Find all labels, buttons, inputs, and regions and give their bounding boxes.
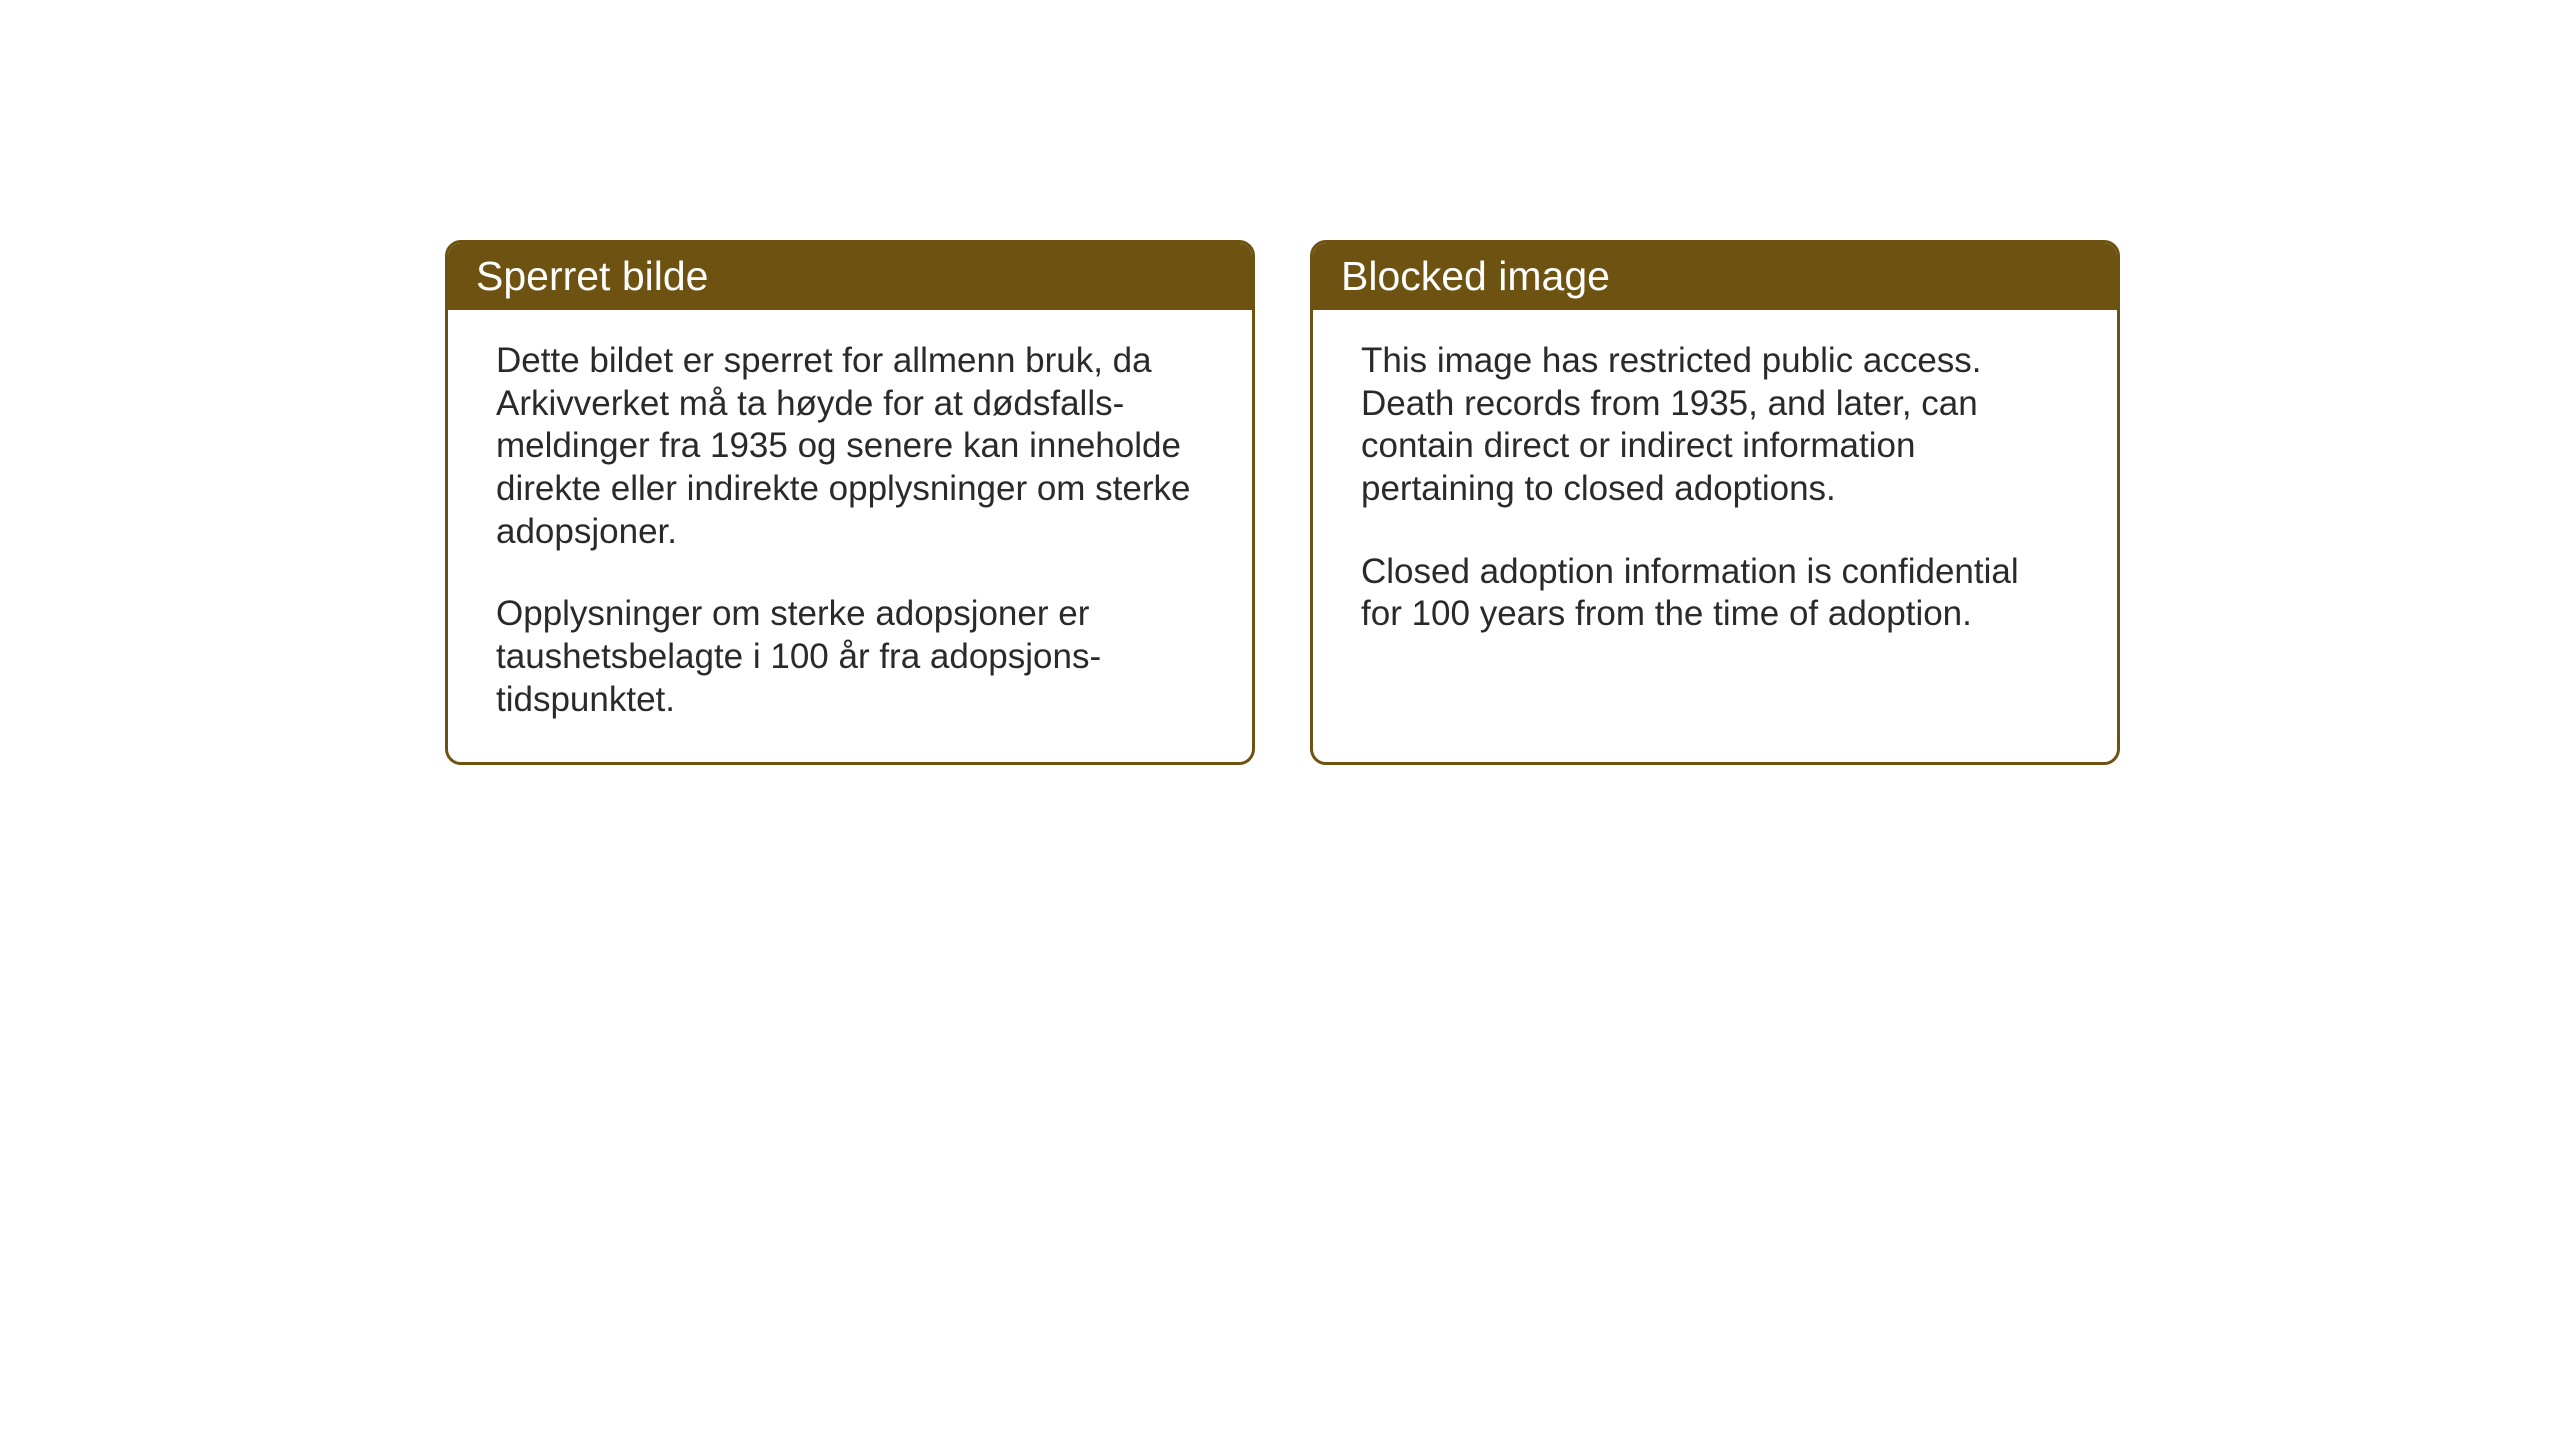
english-notice-card: Blocked image This image has restricted … <box>1310 240 2120 765</box>
norwegian-card-body: Dette bildet er sperret for allmenn bruk… <box>448 310 1252 762</box>
english-paragraph-2: Closed adoption information is confident… <box>1361 551 2069 636</box>
english-paragraph-1: This image has restricted public access.… <box>1361 340 2069 511</box>
english-card-body: This image has restricted public access.… <box>1313 310 2117 676</box>
norwegian-card-title: Sperret bilde <box>448 243 1252 310</box>
norwegian-paragraph-1: Dette bildet er sperret for allmenn bruk… <box>496 340 1204 553</box>
norwegian-paragraph-2: Opplysninger om sterke adopsjoner er tau… <box>496 593 1204 721</box>
norwegian-notice-card: Sperret bilde Dette bildet er sperret fo… <box>445 240 1255 765</box>
notice-container: Sperret bilde Dette bildet er sperret fo… <box>445 240 2120 765</box>
english-card-title: Blocked image <box>1313 243 2117 310</box>
